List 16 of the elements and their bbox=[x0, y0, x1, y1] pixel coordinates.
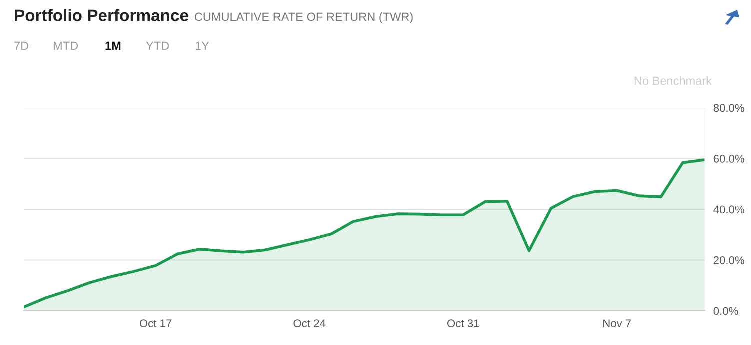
y-tick-label: 60.0% bbox=[714, 155, 744, 163]
y-tick-label: 80.0% bbox=[714, 104, 744, 112]
y-tick-label: 20.0% bbox=[714, 256, 744, 264]
text: 1M bbox=[106, 42, 121, 50]
text: 1Y bbox=[196, 42, 210, 50]
x-tick-label: Oct 24 bbox=[294, 320, 326, 328]
y-tick-label: 40.0% bbox=[714, 206, 744, 214]
y-tick-label: 0.0% bbox=[714, 307, 738, 316]
text: YTD bbox=[146, 42, 170, 50]
x-tick-label: Nov 7 bbox=[604, 320, 632, 328]
x-tick-label: Oct 17 bbox=[140, 320, 172, 328]
x-tick-label: Oct 31 bbox=[448, 320, 480, 328]
chart-title: Portfolio Performance bbox=[15, 9, 188, 22]
text: MTD bbox=[54, 42, 78, 50]
chart-subtitle: CUMULATIVE RATE OF RETURN (TWR) bbox=[194, 12, 413, 24]
text: 7D bbox=[14, 42, 29, 50]
